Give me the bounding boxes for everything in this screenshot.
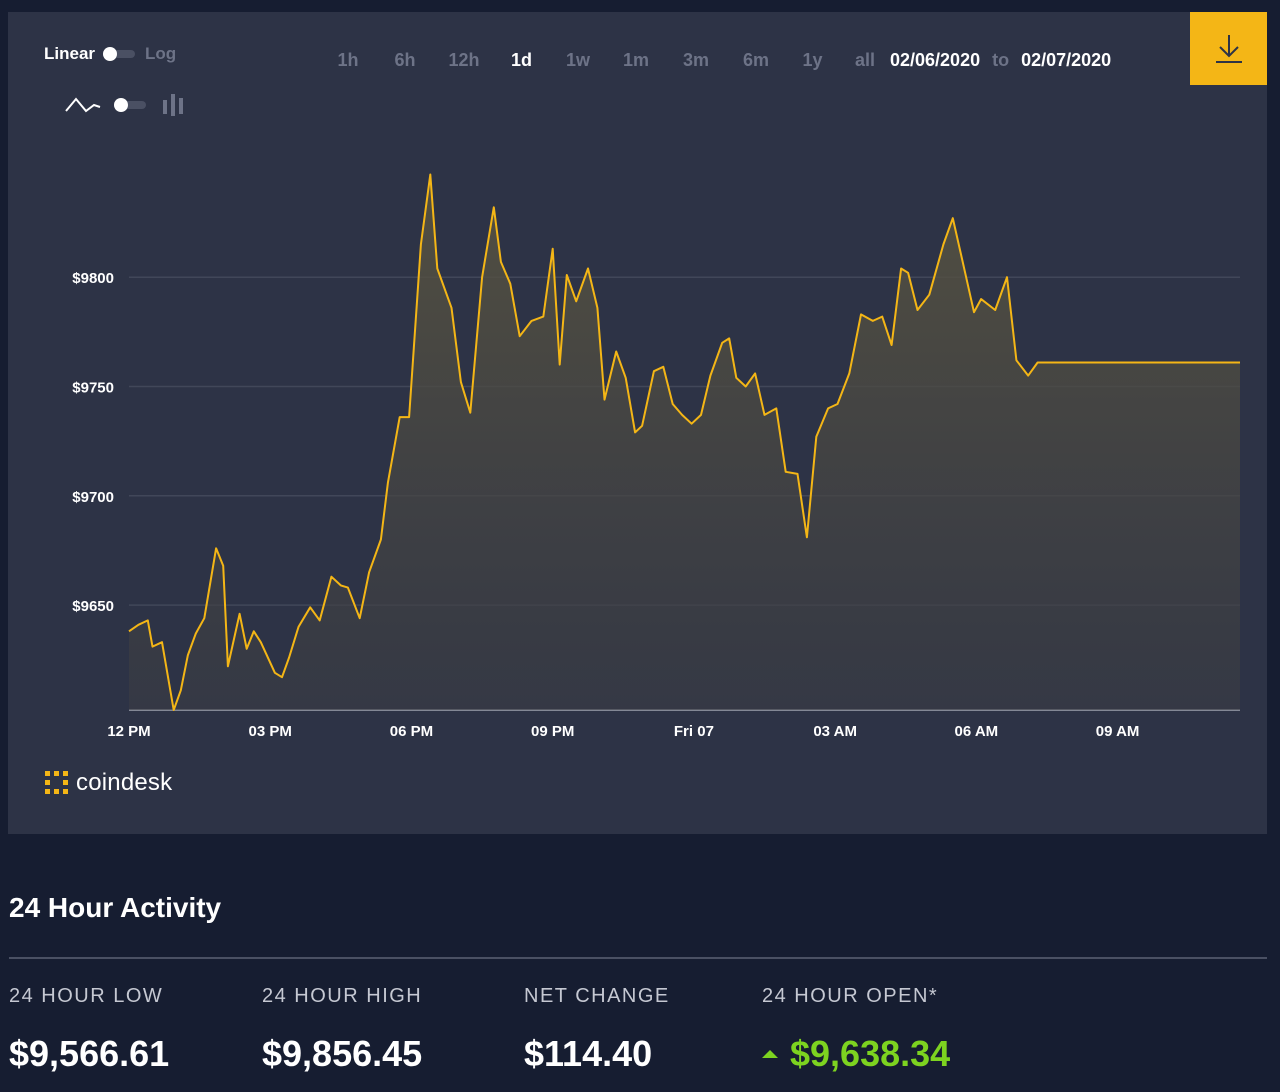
chart-type-switch: [64, 92, 186, 118]
price-series-line: [128, 173, 1240, 711]
range-selector: 1h 6h 12h 1d 1w 1m 3m 6m 1y all: [320, 48, 890, 72]
range-3m[interactable]: 3m: [682, 49, 709, 70]
stat-value: $9,856.45: [262, 1033, 423, 1074]
activity-divider: [9, 957, 1267, 959]
stat-label: 24 HOUR OPEN*: [762, 985, 939, 1007]
range-1h[interactable]: 1h: [337, 49, 359, 70]
range-all[interactable]: all: [854, 49, 875, 70]
scale-log-label[interactable]: Log: [145, 44, 177, 63]
y-axis-ticks: $9650 $9700 $9750 $9800: [72, 270, 114, 615]
activity-title: 24 Hour Activity: [9, 892, 222, 923]
scale-linear-label[interactable]: Linear: [44, 44, 96, 63]
date-from[interactable]: 02/06/2020: [890, 49, 981, 70]
range-1w[interactable]: 1w: [565, 49, 590, 70]
range-6h[interactable]: 6h: [394, 49, 416, 70]
stat-24h-open: 24 HOUR OPEN* $9,638.34: [762, 985, 950, 1075]
stat-label: 24 HOUR LOW: [9, 985, 164, 1007]
up-arrow-icon: [762, 1050, 778, 1058]
price-area-fill: [129, 174, 1240, 710]
range-6m[interactable]: 6m: [742, 49, 769, 70]
chart-panel: $9650 $9700 $9750 $9800 12 PM 03 PM 06 PM 09 P…: [8, 12, 1267, 834]
price-line: [128, 173, 1240, 711]
x-tick-label: 03 AM: [813, 723, 857, 740]
date-range: 02/06/2020 to 02/07/2020: [890, 48, 1111, 72]
price-chart: $9650 $9700 $9750 $9800 12 PM 03 PM 06 PM 09 P…: [72, 173, 1240, 740]
x-tick-label: Fri 07: [674, 723, 714, 740]
range-1m[interactable]: 1m: [622, 49, 649, 70]
chart-type-toggle[interactable]: [114, 98, 146, 112]
x-tick-label: 09 AM: [1096, 723, 1140, 740]
stat-value: $9,566.61: [9, 1033, 170, 1074]
stat-net-change: NET CHANGE $114.40: [524, 985, 670, 1075]
stat-value: $114.40: [524, 1033, 653, 1074]
stat-24h-high: 24 HOUR HIGH $9,856.45: [262, 985, 422, 1075]
stat-value-text: $9,638.34: [790, 1033, 951, 1074]
range-1d[interactable]: 1d: [510, 49, 532, 70]
coindesk-logo-text: coindesk: [76, 769, 173, 796]
stat-value-positive: $9,638.34: [762, 1033, 950, 1075]
download-button[interactable]: [1190, 12, 1267, 85]
range-12h[interactable]: 12h: [448, 49, 480, 70]
chart-type-toggle-knob: [114, 98, 128, 112]
x-tick-label: 06 AM: [955, 723, 999, 740]
y-tick-label: $9650: [72, 598, 114, 615]
scale-switch: Linear Log: [44, 42, 176, 66]
date-to-label: to: [992, 49, 1010, 70]
x-axis-ticks: 12 PM 03 PM 06 PM 09 PM Fri 07 03 AM 06 AM 09 A…: [107, 723, 1139, 740]
x-tick-label: 06 PM: [390, 723, 433, 740]
y-tick-label: $9800: [72, 270, 114, 287]
y-tick-label: $9750: [72, 380, 114, 397]
candlestick-icon[interactable]: [160, 92, 186, 118]
y-tick-label: $9700: [72, 489, 114, 506]
stat-label: NET CHANGE: [524, 985, 670, 1007]
x-tick-label: 09 PM: [531, 723, 574, 740]
line-chart-icon[interactable]: [64, 93, 102, 117]
scale-toggle-knob: [103, 47, 118, 61]
coindesk-logo-icon: [45, 771, 68, 794]
range-1y[interactable]: 1y: [802, 49, 823, 70]
date-to[interactable]: 02/07/2020: [1021, 49, 1112, 70]
x-tick-label: 03 PM: [249, 723, 292, 740]
download-icon: [1215, 34, 1242, 63]
coindesk-logo: coindesk: [44, 768, 172, 798]
x-tick-label: 12 PM: [107, 723, 150, 740]
price-area: [129, 174, 1240, 710]
scale-toggle[interactable]: [103, 47, 136, 61]
stat-label: 24 HOUR HIGH: [262, 985, 423, 1007]
stat-24h-low: 24 HOUR LOW $9,566.61: [9, 985, 169, 1075]
